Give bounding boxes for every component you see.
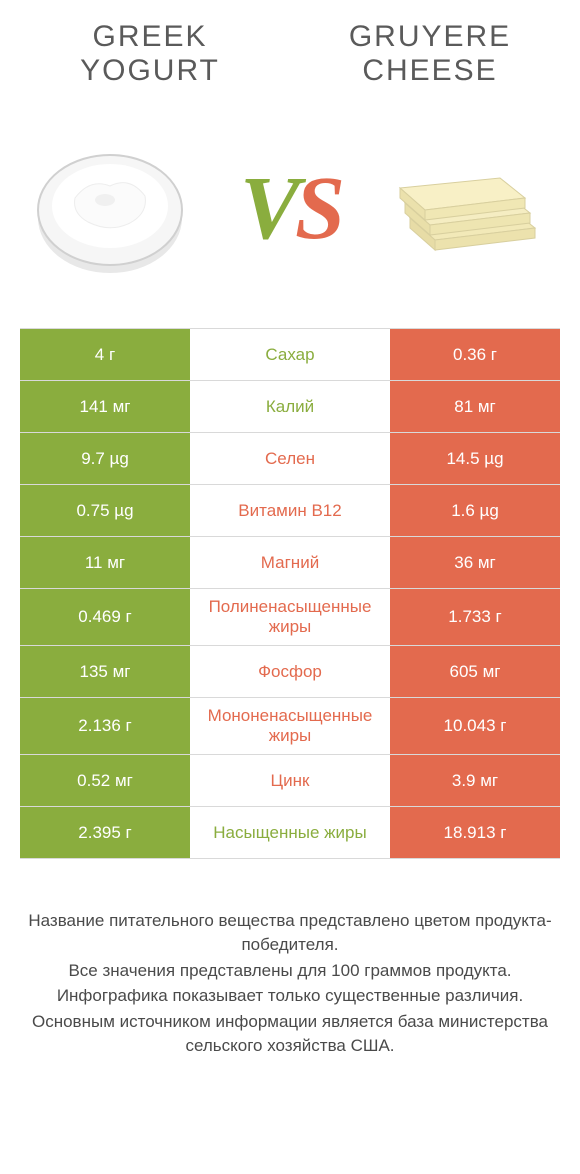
table-row: 0.469 гПолиненасыщенные жиры1.733 г — [20, 589, 560, 646]
nutrient-label: Цинк — [190, 755, 390, 806]
nutrient-label: Витамин B12 — [190, 485, 390, 536]
right-product-title: GRUYERE CHEESE — [304, 20, 556, 88]
yogurt-image — [30, 128, 190, 288]
table-row: 11 мгМагний36 мг — [20, 537, 560, 589]
left-value: 4 г — [20, 329, 190, 380]
table-row: 0.52 мгЦинк3.9 мг — [20, 755, 560, 807]
left-value: 141 мг — [20, 381, 190, 432]
left-product-title: GREEK YOGURT — [24, 20, 276, 88]
table-row: 135 мгФосфор605 мг — [20, 646, 560, 698]
right-value: 10.043 г — [390, 698, 560, 754]
table-row: 141 мгКалий81 мг — [20, 381, 560, 433]
left-value: 0.75 µg — [20, 485, 190, 536]
table-row: 2.395 гНасыщенные жиры18.913 г — [20, 807, 560, 859]
vs-s: S — [295, 159, 340, 258]
footer-line-4: Основным источником информации является … — [20, 1010, 560, 1058]
right-value: 1.6 µg — [390, 485, 560, 536]
right-value: 81 мг — [390, 381, 560, 432]
left-value: 0.469 г — [20, 589, 190, 645]
right-value: 14.5 µg — [390, 433, 560, 484]
header: GREEK YOGURT GRUYERE CHEESE — [0, 0, 580, 98]
nutrient-label: Магний — [190, 537, 390, 588]
left-value: 2.395 г — [20, 807, 190, 858]
right-value: 36 мг — [390, 537, 560, 588]
comparison-table: 4 гСахар0.36 г141 мгКалий81 мг9.7 µgСеле… — [20, 328, 560, 859]
footer-line-3: Инфографика показывает только существенн… — [20, 984, 560, 1008]
nutrient-label: Калий — [190, 381, 390, 432]
left-value: 135 мг — [20, 646, 190, 697]
nutrient-label: Полиненасыщенные жиры — [190, 589, 390, 645]
left-value: 11 мг — [20, 537, 190, 588]
nutrient-label: Селен — [190, 433, 390, 484]
footer-notes: Название питательного вещества представл… — [0, 859, 580, 1080]
cheese-image — [390, 128, 550, 288]
nutrient-label: Насыщенные жиры — [190, 807, 390, 858]
vs-label: VS — [240, 157, 340, 260]
vs-v: V — [240, 159, 295, 258]
right-value: 18.913 г — [390, 807, 560, 858]
hero-row: VS — [0, 98, 580, 328]
right-value: 605 мг — [390, 646, 560, 697]
right-value: 3.9 мг — [390, 755, 560, 806]
nutrient-label: Мононенасыщенные жиры — [190, 698, 390, 754]
table-row: 9.7 µgСелен14.5 µg — [20, 433, 560, 485]
left-value: 2.136 г — [20, 698, 190, 754]
table-row: 2.136 гМононенасыщенные жиры10.043 г — [20, 698, 560, 755]
footer-line-2: Все значения представлены для 100 граммо… — [20, 959, 560, 983]
left-value: 0.52 мг — [20, 755, 190, 806]
table-row: 4 гСахар0.36 г — [20, 329, 560, 381]
right-value: 0.36 г — [390, 329, 560, 380]
footer-line-1: Название питательного вещества представл… — [20, 909, 560, 957]
table-row: 0.75 µgВитамин B121.6 µg — [20, 485, 560, 537]
right-value: 1.733 г — [390, 589, 560, 645]
left-value: 9.7 µg — [20, 433, 190, 484]
nutrient-label: Сахар — [190, 329, 390, 380]
nutrient-label: Фосфор — [190, 646, 390, 697]
